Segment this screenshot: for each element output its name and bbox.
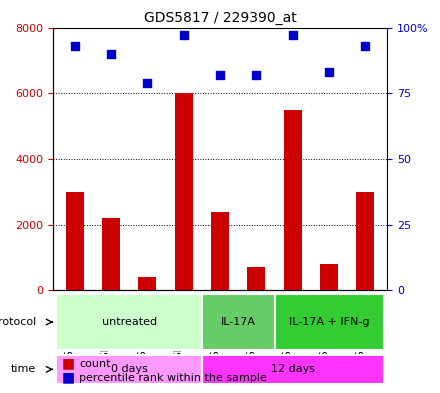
Text: ■: ■ <box>62 370 75 384</box>
Point <box>71 43 78 49</box>
Text: protocol: protocol <box>0 317 36 327</box>
FancyBboxPatch shape <box>275 294 384 351</box>
Bar <box>320 264 338 290</box>
Point <box>216 72 224 78</box>
Text: percentile rank within the sample: percentile rank within the sample <box>79 373 267 383</box>
Text: 0 days: 0 days <box>111 364 147 375</box>
FancyBboxPatch shape <box>202 294 275 351</box>
Point <box>289 32 296 39</box>
Bar <box>247 268 265 290</box>
Point <box>144 80 151 86</box>
Bar <box>66 192 84 290</box>
Point <box>180 32 187 39</box>
FancyBboxPatch shape <box>56 355 202 384</box>
Bar <box>175 93 193 290</box>
Text: count: count <box>79 360 111 369</box>
Point <box>362 43 369 49</box>
Text: 12 days: 12 days <box>271 364 315 375</box>
FancyBboxPatch shape <box>202 355 384 384</box>
Bar <box>102 218 120 290</box>
Bar <box>211 211 229 290</box>
Title: GDS5817 / 229390_at: GDS5817 / 229390_at <box>143 11 297 25</box>
Text: IL-17A + IFN-g: IL-17A + IFN-g <box>289 317 369 327</box>
Point <box>107 51 114 57</box>
Bar <box>284 110 302 290</box>
Point <box>326 69 333 75</box>
Text: IL-17A: IL-17A <box>221 317 256 327</box>
Point <box>253 72 260 78</box>
Bar <box>138 277 156 290</box>
Bar <box>356 192 374 290</box>
Text: untreated: untreated <box>102 317 157 327</box>
Text: ■: ■ <box>62 356 75 371</box>
FancyBboxPatch shape <box>56 294 202 351</box>
Text: time: time <box>11 364 36 375</box>
